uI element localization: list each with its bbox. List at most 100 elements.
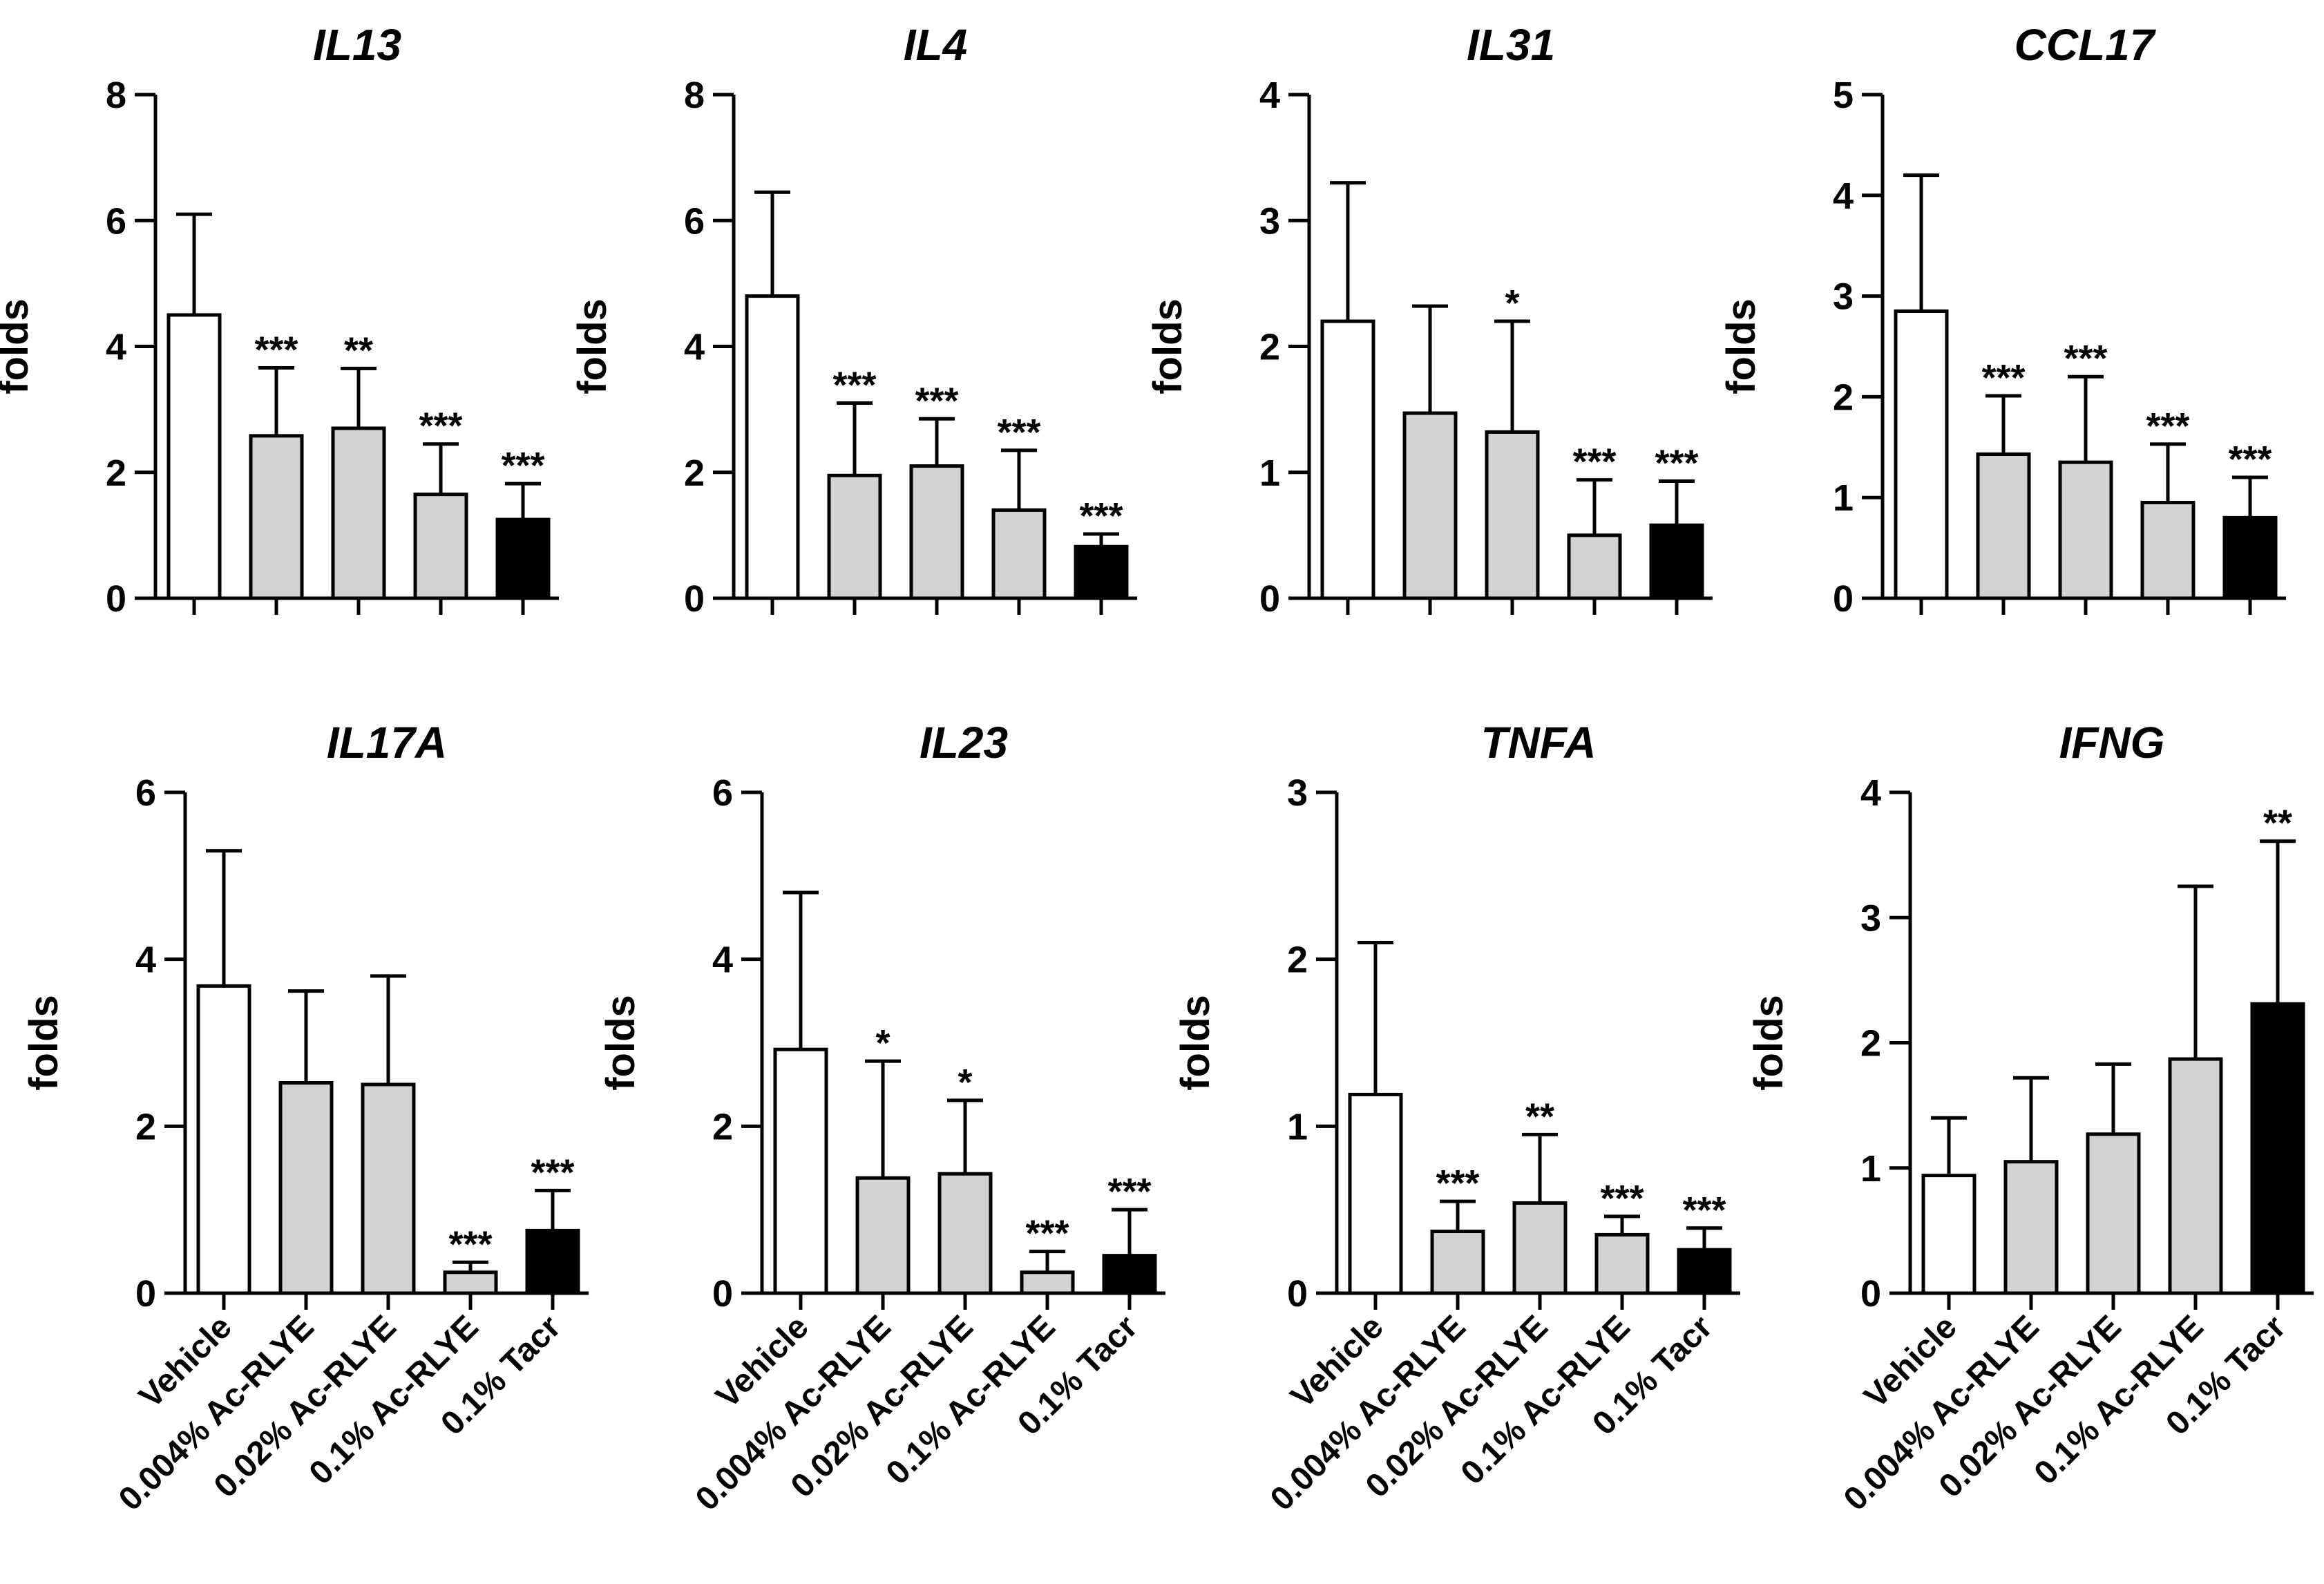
panel-title: CCL17 [2015, 20, 2157, 70]
y-tick-label: 4 [1833, 175, 1854, 217]
bar-5 [2222, 515, 2278, 600]
bar-1 [773, 1047, 828, 1295]
y-tick-label: 6 [684, 200, 705, 242]
bar-1 [196, 984, 251, 1295]
significance-marker: * [958, 1062, 972, 1103]
bar-4 [2168, 1057, 2223, 1295]
bar-3 [909, 464, 964, 600]
bar-2 [2003, 1160, 2059, 1295]
panel-title: IL13 [313, 20, 401, 70]
y-tick-label: 3 [1259, 200, 1280, 242]
y-axis-label: folds [598, 995, 643, 1091]
bar-1 [1921, 1174, 1977, 1295]
significance-marker: *** [1025, 1213, 1069, 1254]
panel-title: IL31 [1467, 20, 1555, 70]
significance-marker: *** [997, 412, 1040, 453]
y-tick-label: 3 [1860, 897, 1881, 939]
bar-4 [2140, 500, 2196, 600]
significance-marker: *** [1572, 441, 1616, 483]
bar-1 [1320, 319, 1375, 600]
significance-marker: *** [1655, 443, 1698, 484]
bar-3 [331, 426, 386, 600]
significance-marker: ** [344, 330, 373, 371]
bar-5 [1677, 1248, 1732, 1295]
bar-3 [937, 1172, 993, 1295]
y-tick-label: 0 [1860, 1273, 1881, 1315]
y-tick-label: 4 [106, 327, 126, 368]
significance-marker: ** [1525, 1096, 1554, 1137]
panel-title: TNFA [1480, 718, 1596, 767]
y-tick-label: 2 [135, 1106, 156, 1147]
y-tick-label: 0 [712, 1273, 733, 1315]
panel-il4: IL4 folds 0 2 4 6 8 *** *** *** *** [570, 20, 1137, 620]
y-tick-label: 2 [1287, 939, 1308, 981]
y-tick-label: 1 [1860, 1148, 1881, 1190]
significance-marker: *** [832, 365, 876, 406]
bar-1 [1348, 1092, 1403, 1295]
significance-marker: *** [448, 1223, 492, 1265]
y-tick-label: 5 [1833, 75, 1854, 116]
y-tick-label: 8 [106, 75, 126, 116]
y-tick-label: 6 [135, 772, 156, 814]
y-tick-label: 0 [684, 578, 705, 620]
bar-4 [1594, 1232, 1650, 1295]
y-tick-label: 2 [1860, 1023, 1881, 1065]
y-axis-label: folds [1173, 995, 1218, 1091]
significance-marker: * [1505, 283, 1519, 324]
bar-3 [361, 1082, 416, 1295]
bar-2 [827, 473, 882, 600]
y-tick-label: 2 [1833, 376, 1854, 418]
bar-2 [1976, 452, 2031, 600]
y-axis-label: folds [1746, 995, 1791, 1091]
bar-4 [1567, 533, 1622, 600]
y-tick-label: 4 [1259, 75, 1280, 116]
bar-5 [2250, 1002, 2305, 1295]
bar-2 [1402, 411, 1458, 600]
y-tick-label: 0 [1287, 1273, 1308, 1315]
panel-ccl17: CCL17 folds 0 1 2 3 4 5 *** *** *** *** [1719, 20, 2286, 620]
bar-5 [1102, 1254, 1157, 1295]
y-axis-label: folds [21, 995, 66, 1091]
y-tick-label: 2 [106, 452, 126, 494]
bar-3 [1485, 430, 1540, 600]
bar-3 [1512, 1201, 1568, 1295]
y-tick-label: 0 [1259, 578, 1280, 620]
significance-marker: *** [2146, 405, 2189, 447]
significance-marker: *** [915, 380, 958, 421]
y-tick-label: 1 [1287, 1106, 1308, 1147]
bar-4 [991, 508, 1047, 600]
y-tick-label: 4 [684, 327, 705, 368]
y-tick-label: 2 [712, 1106, 733, 1147]
y-tick-label: 6 [106, 200, 126, 242]
significance-marker: *** [1600, 1178, 1644, 1219]
y-tick-label: 2 [684, 452, 705, 494]
bar-2 [249, 434, 304, 600]
bar-3 [2086, 1132, 2141, 1295]
panel-title: IL17A [327, 718, 447, 767]
bar-4 [1020, 1270, 1075, 1295]
significance-marker: *** [419, 405, 462, 447]
bar-3 [2058, 460, 2113, 600]
bar-1 [166, 313, 222, 600]
panel-title: IL4 [904, 20, 967, 70]
y-tick-label: 8 [684, 75, 705, 116]
panel-title: IFNG [2059, 718, 2165, 767]
y-tick-label: 3 [1287, 772, 1308, 814]
bar-4 [413, 493, 468, 600]
bar-5 [1649, 523, 1704, 600]
significance-marker: *** [1981, 357, 2025, 399]
bar-1 [1894, 309, 1949, 600]
significance-marker: *** [501, 445, 544, 486]
bar-1 [745, 294, 800, 600]
y-tick-label: 4 [135, 939, 156, 981]
y-tick-label: 3 [1833, 276, 1854, 318]
bar-5 [525, 1228, 580, 1295]
significance-marker: *** [2228, 439, 2271, 480]
